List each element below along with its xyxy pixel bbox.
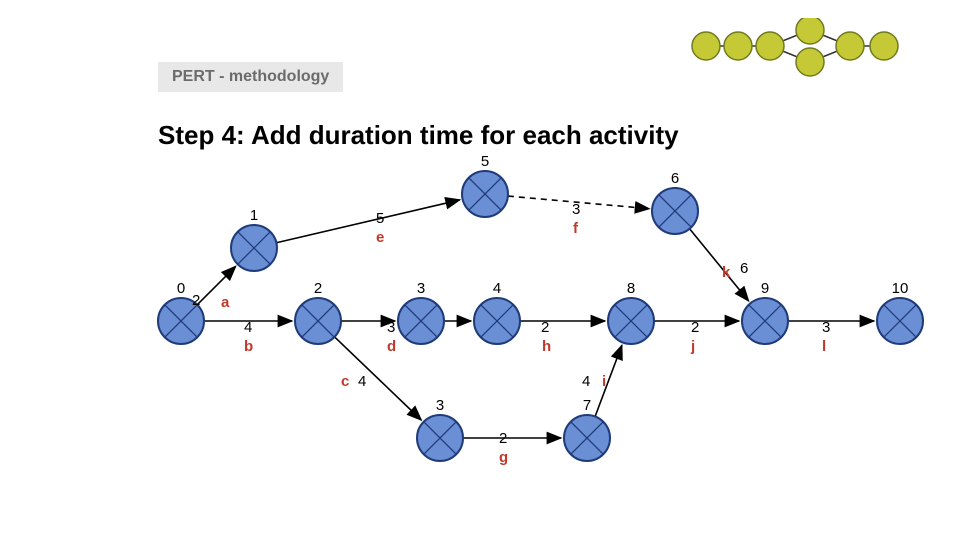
duration-label: 4 [244, 319, 252, 336]
activity-letter: c [341, 373, 349, 390]
duration-label: 2 [192, 292, 200, 309]
pert-node: 6 [652, 170, 698, 234]
pert-diagram: 0 1 2 3 4 5 6 3 7 8 9 10 [0, 0, 960, 540]
svg-text:2: 2 [314, 280, 322, 297]
svg-text:5: 5 [481, 153, 489, 170]
svg-text:10: 10 [892, 280, 909, 297]
svg-text:6: 6 [671, 170, 679, 187]
activity-letter: h [542, 338, 551, 355]
pert-node: 3 [398, 280, 444, 344]
activity-letter: b [244, 338, 253, 355]
pert-node: 2 [295, 280, 341, 344]
activity-letter: g [499, 449, 508, 466]
pert-node: 1 [231, 207, 277, 271]
activity-letter: a [221, 294, 229, 311]
duration-label: 4 [358, 373, 366, 390]
pert-node: 9 [742, 280, 788, 344]
activity-letter: k [722, 264, 730, 281]
activity-letter: e [376, 229, 384, 246]
pert-node: 0 [158, 280, 204, 344]
pert-node: 4 [474, 280, 520, 344]
svg-text:0: 0 [177, 280, 185, 297]
duration-label: 3 [572, 201, 580, 218]
activity-letter: i [602, 373, 606, 390]
duration-label: 2 [691, 319, 699, 336]
activity-letter: l [822, 338, 826, 355]
svg-text:3: 3 [436, 397, 444, 414]
duration-label: 2 [541, 319, 549, 336]
edge [595, 345, 622, 416]
activity-letter: j [691, 338, 695, 355]
pert-node: 5 [462, 153, 508, 217]
pert-node: 8 [608, 280, 654, 344]
svg-text:1: 1 [250, 207, 258, 224]
duration-label: 3 [387, 319, 395, 336]
svg-text:7: 7 [583, 397, 591, 414]
svg-text:9: 9 [761, 280, 769, 297]
activity-letter: f [573, 220, 578, 237]
svg-text:8: 8 [627, 280, 635, 297]
duration-label: 5 [376, 210, 384, 227]
svg-text:4: 4 [493, 280, 501, 297]
pert-node: 3 [417, 397, 463, 461]
pert-node: 7 [564, 397, 610, 461]
duration-label: 3 [822, 319, 830, 336]
activity-letter: d [387, 338, 396, 355]
edge [197, 266, 235, 304]
svg-text:3: 3 [417, 280, 425, 297]
duration-label: 4 [582, 373, 590, 390]
edge [276, 200, 459, 243]
duration-label: 6 [740, 260, 748, 277]
duration-label: 2 [499, 430, 507, 447]
pert-node: 10 [877, 280, 923, 344]
